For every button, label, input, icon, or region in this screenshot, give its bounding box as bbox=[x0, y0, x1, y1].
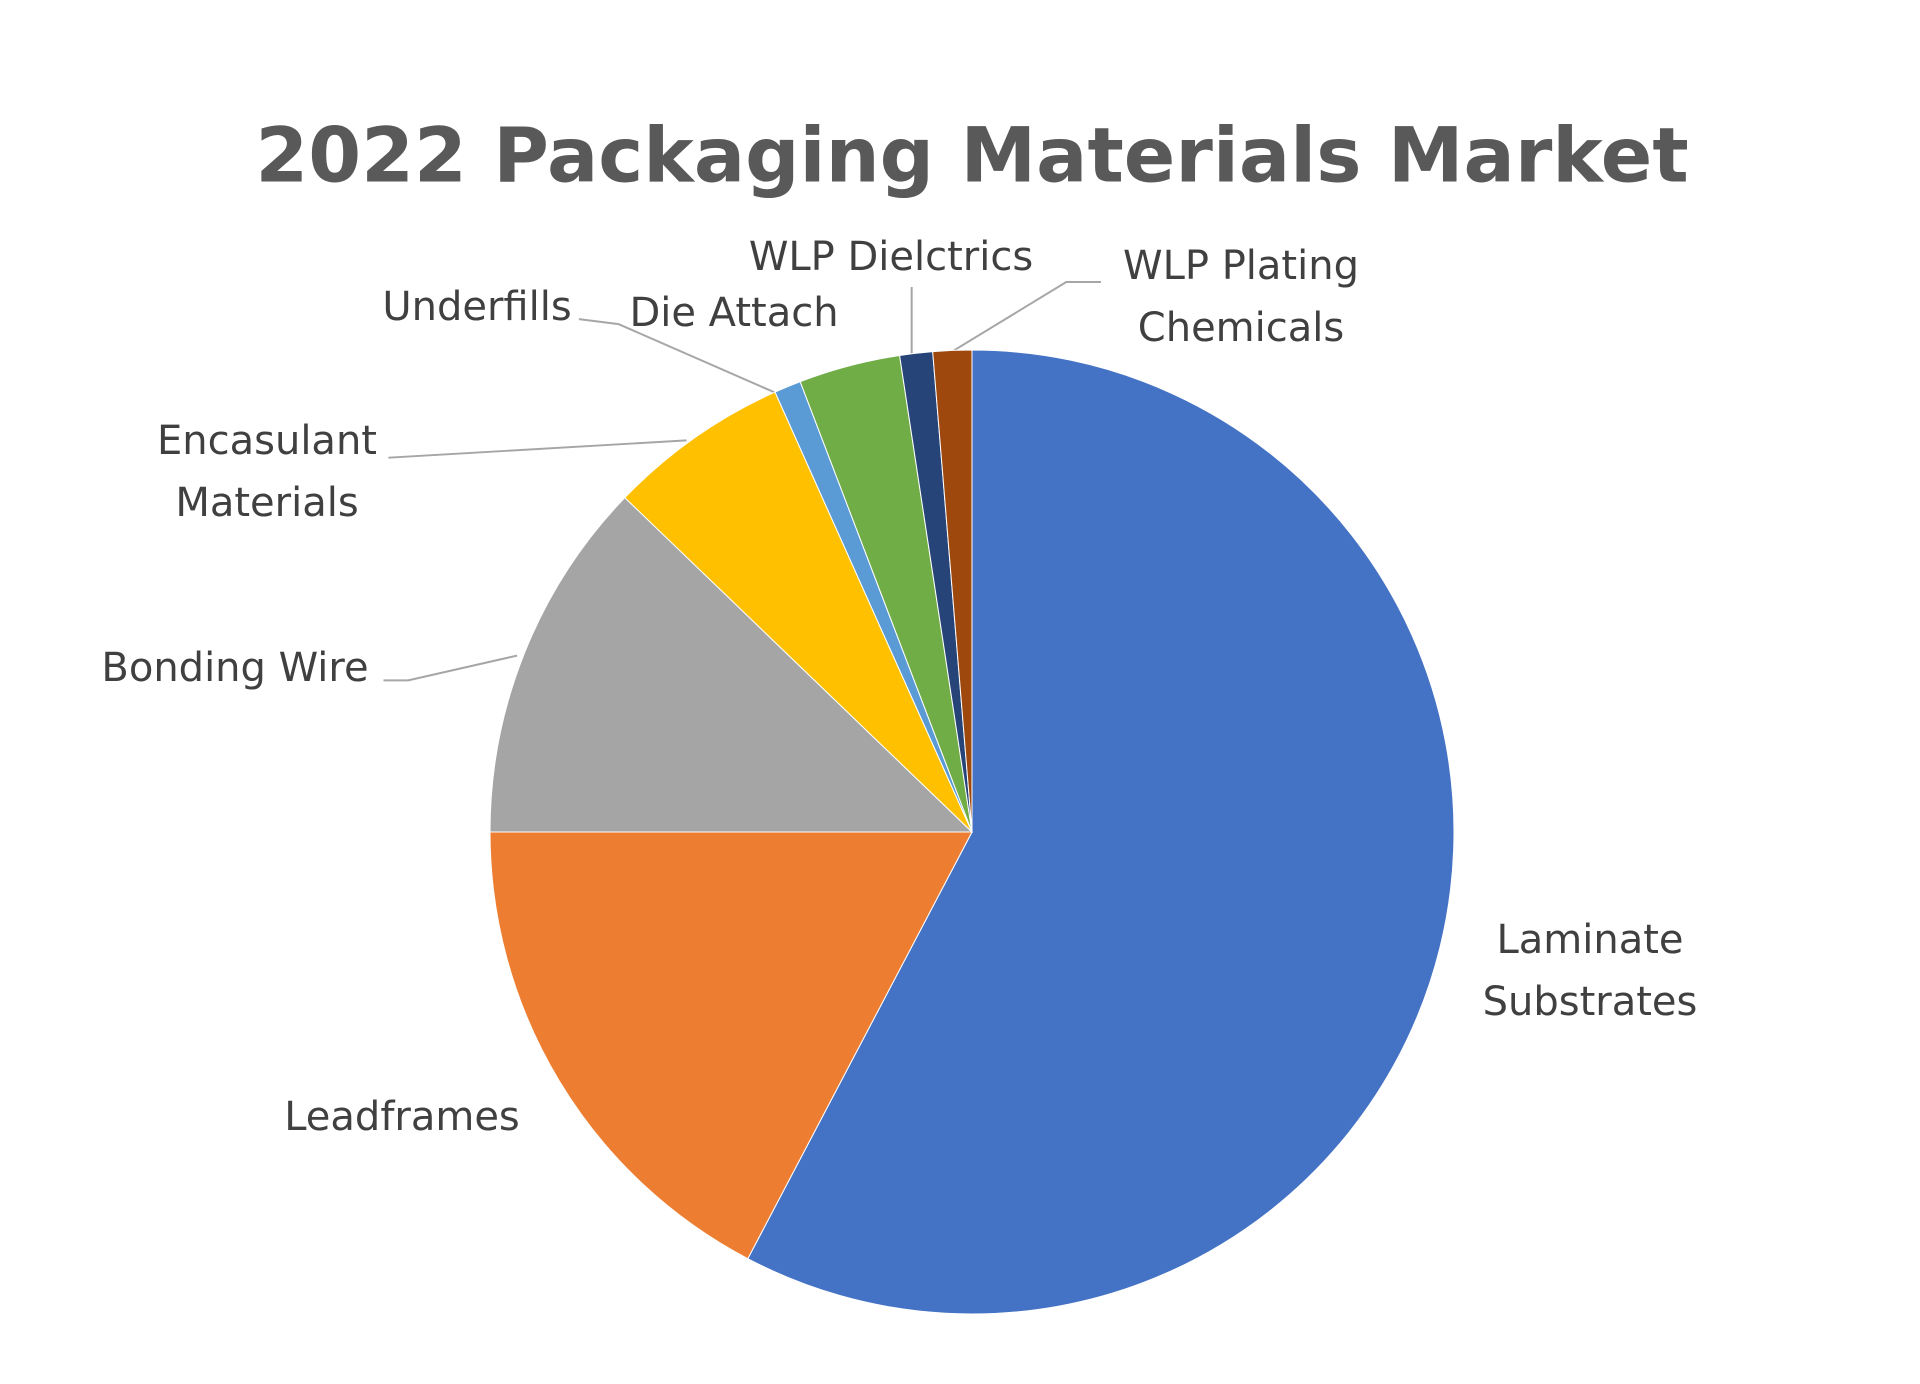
pie-slice bbox=[489, 831, 973, 1260]
slice-label: Underfills bbox=[382, 284, 572, 330]
leader-lines bbox=[383, 281, 1101, 682]
pie-slice bbox=[932, 349, 973, 833]
leader-line bbox=[383, 654, 518, 682]
leader-line bbox=[388, 439, 687, 459]
pie-slice bbox=[489, 496, 974, 833]
slice-label: Encasulant Materials bbox=[157, 418, 377, 526]
slice-label: Die Attach bbox=[629, 290, 839, 336]
leader-line bbox=[578, 318, 778, 395]
slice-label: Leadframes bbox=[284, 1094, 520, 1140]
slice-label: WLP Plating Chemicals bbox=[1123, 243, 1359, 351]
slice-label: Bonding Wire bbox=[101, 645, 369, 691]
slice-label: WLP Dielctrics bbox=[748, 234, 1034, 280]
chart-title: 2022 Packaging Materials Market bbox=[255, 110, 1689, 200]
pie-slice bbox=[747, 349, 1455, 1315]
slice-label: Laminate Substrates bbox=[1482, 917, 1698, 1025]
leader-line bbox=[951, 281, 1101, 353]
pie-slice bbox=[624, 391, 973, 833]
